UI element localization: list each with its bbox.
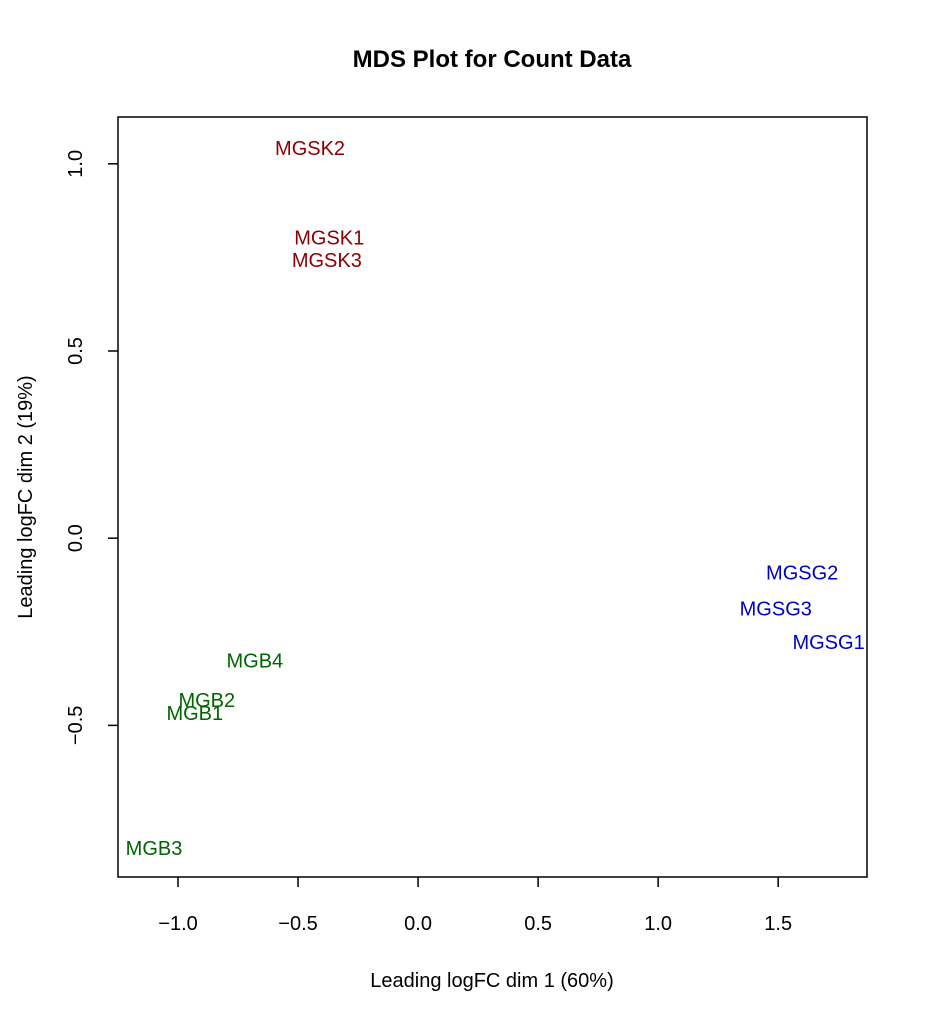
x-axis-label: Leading logFC dim 1 (60%) — [370, 970, 613, 992]
chart-title: MDS Plot for Count Data — [353, 46, 632, 73]
x-tick-label: 0.5 — [524, 913, 552, 935]
point-label-mgsk1: MGSK1 — [294, 228, 364, 250]
y-axis: −0.5 0.0 0.5 1.0 — [65, 150, 118, 745]
y-tick-label: −0.5 — [65, 706, 87, 745]
point-label-mgsk2: MGSK2 — [275, 138, 345, 160]
x-tick-label: 0.0 — [404, 913, 432, 935]
point-label-mgb1: MGB1 — [166, 703, 223, 725]
y-tick-label: 0.5 — [65, 337, 87, 365]
y-tick-label: 0.0 — [65, 524, 87, 552]
x-tick-label: 1.0 — [644, 913, 672, 935]
plot-frame — [117, 116, 868, 878]
x-tick-label: −1.0 — [158, 913, 197, 935]
point-label-mgsg1: MGSG1 — [792, 632, 864, 654]
x-axis: −1.0 −0.5 0.0 0.5 1.0 1.5 — [158, 877, 792, 935]
y-axis-label: Leading logFC dim 2 (19%) — [15, 375, 37, 618]
x-tick-label: −0.5 — [278, 913, 317, 935]
x-tick-label: 1.5 — [764, 913, 792, 935]
point-label-mgsg3: MGSG3 — [740, 598, 812, 620]
point-label-mgb4: MGB4 — [226, 651, 283, 673]
point-label-mgb3: MGB3 — [126, 838, 183, 860]
point-label-mgsk3: MGSK3 — [292, 250, 362, 272]
point-label-mgb2: MGB2 — [178, 690, 235, 712]
point-labels: MGSK2MGSK1MGSK3MGSG2MGSG3MGSG1MGB4MGB2MG… — [126, 138, 865, 860]
y-tick-label: 1.0 — [65, 150, 87, 178]
point-label-mgsg2: MGSG2 — [766, 563, 838, 585]
